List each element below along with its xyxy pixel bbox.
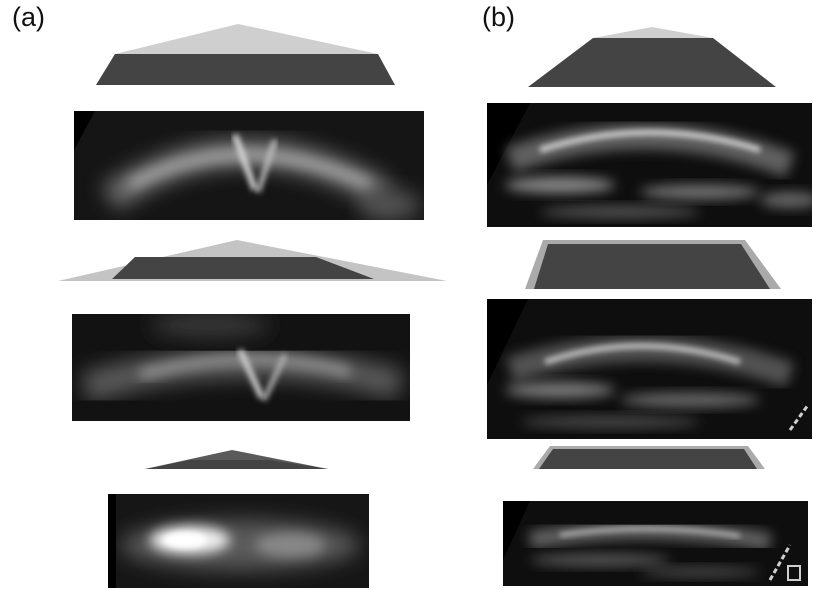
panel-a-label: (a)	[12, 2, 45, 32]
model-shape-a2	[58, 240, 447, 281]
model-shape-a1	[96, 24, 395, 85]
model-shape-b2	[525, 240, 781, 289]
panel-b-label: (b)	[482, 2, 515, 32]
ultrasound-image-a3	[108, 494, 369, 588]
model-shape-b1	[528, 27, 776, 87]
ultrasound-image-a1	[74, 111, 424, 220]
ultrasound-image-b1	[487, 103, 812, 227]
model-shape-a3	[145, 450, 328, 469]
ultrasound-image-b3	[503, 501, 808, 586]
model-shape-b3	[533, 446, 765, 469]
ultrasound-image-b2	[487, 299, 812, 439]
ultrasound-image-a2	[72, 314, 410, 421]
